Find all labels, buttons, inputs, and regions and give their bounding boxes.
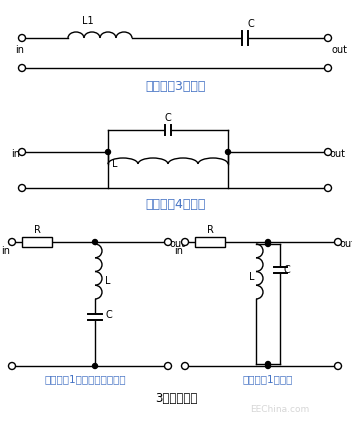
Circle shape — [19, 184, 25, 192]
Text: L1: L1 — [82, 16, 94, 26]
Text: C: C — [283, 265, 290, 275]
Circle shape — [164, 238, 171, 245]
Circle shape — [19, 34, 25, 42]
Circle shape — [226, 150, 231, 154]
Text: C: C — [165, 113, 171, 123]
Text: 信号滤波4－带阻: 信号滤波4－带阻 — [146, 198, 206, 211]
Text: out: out — [340, 239, 352, 249]
Text: in: in — [174, 246, 183, 256]
Circle shape — [19, 64, 25, 72]
Circle shape — [182, 238, 189, 245]
Text: out: out — [170, 239, 186, 249]
Text: L: L — [105, 276, 111, 286]
Text: out: out — [330, 149, 346, 159]
Circle shape — [325, 34, 332, 42]
Text: 信号滤波1－带阻（陷波器）: 信号滤波1－带阻（陷波器） — [44, 374, 126, 384]
Circle shape — [334, 363, 341, 369]
Circle shape — [8, 363, 15, 369]
Text: 信号滤波3－带通: 信号滤波3－带通 — [146, 80, 206, 93]
Circle shape — [325, 148, 332, 156]
Circle shape — [265, 363, 270, 368]
Circle shape — [334, 238, 341, 245]
Text: in: in — [11, 149, 20, 159]
Text: 3、信号滤波: 3、信号滤波 — [155, 392, 197, 405]
Text: C: C — [105, 310, 112, 320]
Text: in: in — [1, 246, 10, 256]
Text: EEChina.com: EEChina.com — [250, 405, 310, 415]
Circle shape — [93, 363, 98, 368]
Circle shape — [106, 150, 111, 154]
Text: 信号滤波1－带通: 信号滤波1－带通 — [243, 374, 293, 384]
Bar — [195, 237, 225, 247]
Circle shape — [325, 64, 332, 72]
Circle shape — [164, 363, 171, 369]
Bar — [22, 237, 52, 247]
Text: C: C — [247, 19, 254, 29]
Text: in: in — [15, 45, 25, 55]
Circle shape — [265, 362, 270, 366]
Text: R: R — [207, 225, 213, 235]
Text: L: L — [112, 159, 118, 169]
Text: out: out — [332, 45, 348, 55]
Circle shape — [265, 240, 270, 245]
Text: R: R — [33, 225, 40, 235]
Circle shape — [325, 184, 332, 192]
Circle shape — [93, 240, 98, 245]
Circle shape — [19, 148, 25, 156]
Text: L: L — [249, 272, 254, 282]
Circle shape — [265, 242, 270, 246]
Circle shape — [8, 238, 15, 245]
Circle shape — [182, 363, 189, 369]
